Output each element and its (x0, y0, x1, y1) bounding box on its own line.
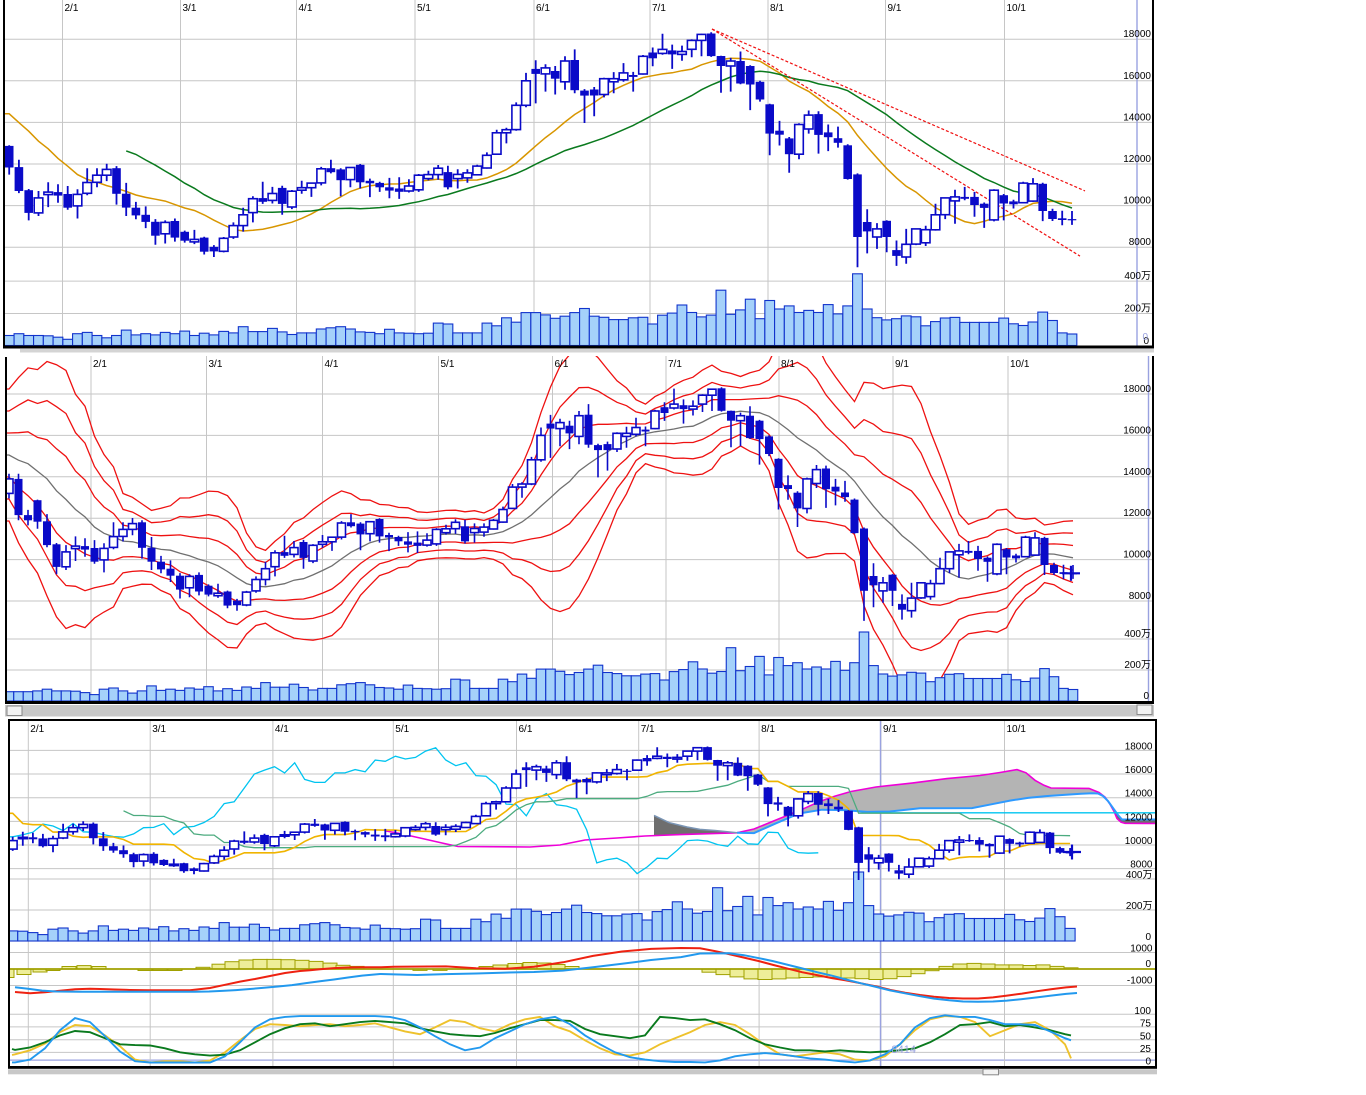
svg-text:16000: 16000 (1123, 425, 1151, 436)
svg-text:12000: 12000 (1123, 508, 1151, 519)
svg-text:6/1: 6/1 (519, 724, 533, 735)
svg-text:1000: 1000 (1130, 944, 1153, 955)
svg-text:400万: 400万 (1124, 271, 1151, 282)
svg-text:4/1: 4/1 (325, 359, 339, 370)
svg-text:8000: 8000 (1129, 237, 1152, 248)
svg-text:400万: 400万 (1124, 629, 1151, 640)
svg-text:-8414: -8414 (888, 1044, 916, 1056)
svg-text:0: 0 (1145, 932, 1151, 943)
svg-text:7/1: 7/1 (652, 3, 666, 14)
svg-text:9/1: 9/1 (895, 359, 909, 370)
svg-text:9/1: 9/1 (888, 3, 902, 14)
svg-text:10/1: 10/1 (1007, 724, 1027, 735)
svg-text:7/1: 7/1 (641, 724, 655, 735)
svg-text:18000: 18000 (1123, 384, 1151, 395)
svg-text:2/1: 2/1 (65, 3, 79, 14)
svg-text:8/1: 8/1 (781, 359, 795, 370)
svg-text:9/1: 9/1 (883, 724, 897, 735)
svg-text:3/1: 3/1 (152, 724, 166, 735)
svg-text:0: 0 (1143, 691, 1149, 702)
svg-text:8/1: 8/1 (761, 724, 775, 735)
svg-text:0: 0 (1145, 959, 1151, 970)
svg-text:0: 0 (1142, 332, 1148, 343)
svg-text:14000: 14000 (1123, 467, 1151, 478)
svg-text:0: 0 (1145, 1056, 1151, 1067)
svg-text:5/1: 5/1 (395, 724, 409, 735)
svg-text:12000: 12000 (1125, 812, 1153, 823)
svg-text:10000: 10000 (1123, 550, 1151, 561)
svg-text:4/1: 4/1 (275, 724, 289, 735)
svg-text:5/1: 5/1 (417, 3, 431, 14)
svg-text:400万: 400万 (1126, 870, 1153, 881)
svg-text:8000: 8000 (1130, 860, 1153, 871)
svg-text:10000: 10000 (1123, 196, 1151, 207)
svg-text:2/1: 2/1 (93, 359, 107, 370)
svg-text:8/1: 8/1 (770, 3, 784, 14)
svg-text:14000: 14000 (1123, 112, 1151, 123)
svg-text:18000: 18000 (1123, 29, 1151, 40)
svg-text:14000: 14000 (1125, 789, 1153, 800)
svg-text:2/1: 2/1 (30, 724, 44, 735)
svg-text:16000: 16000 (1125, 765, 1153, 776)
svg-text:-1000: -1000 (1127, 976, 1153, 987)
svg-text:10/1: 10/1 (1007, 3, 1027, 14)
svg-text:12000: 12000 (1123, 154, 1151, 165)
svg-text:6/1: 6/1 (555, 359, 569, 370)
svg-text:200万: 200万 (1124, 304, 1151, 315)
svg-text:18000: 18000 (1125, 741, 1153, 752)
svg-text:200万: 200万 (1124, 660, 1151, 671)
svg-text:6/1: 6/1 (536, 3, 550, 14)
svg-text:5/1: 5/1 (441, 359, 455, 370)
svg-text:25: 25 (1140, 1044, 1152, 1055)
svg-text:0: 0 (1143, 336, 1149, 347)
svg-text:3/1: 3/1 (183, 3, 197, 14)
svg-text:7/1: 7/1 (668, 359, 682, 370)
svg-text:8000: 8000 (1129, 591, 1152, 602)
svg-text:50: 50 (1140, 1031, 1152, 1042)
svg-text:4/1: 4/1 (299, 3, 313, 14)
svg-text:75: 75 (1140, 1019, 1152, 1030)
svg-text:10000: 10000 (1125, 836, 1153, 847)
svg-text:100: 100 (1134, 1006, 1151, 1017)
svg-text:200万: 200万 (1126, 901, 1153, 912)
svg-text:10/1: 10/1 (1010, 359, 1030, 370)
svg-text:16000: 16000 (1123, 71, 1151, 82)
svg-text:3/1: 3/1 (209, 359, 223, 370)
